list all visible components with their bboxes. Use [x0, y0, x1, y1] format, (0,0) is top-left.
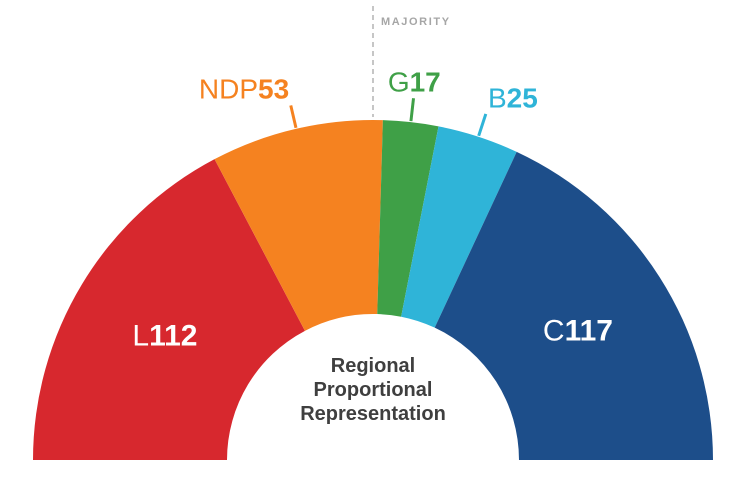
center-label-line1: Regional	[331, 355, 415, 377]
majority-label: MAJORITY	[381, 16, 451, 28]
seat-label-l: L112	[132, 319, 197, 352]
segment-g	[377, 120, 439, 317]
seat-label-c: C117	[543, 314, 613, 347]
segment-ndp	[214, 119, 383, 331]
seat-label-g: G17	[388, 66, 441, 97]
leader-line-ndp	[289, 105, 298, 129]
center-label-line2: Proportional	[314, 379, 433, 401]
segment-l	[33, 159, 305, 461]
segment-b	[401, 126, 517, 328]
leader-line-b	[477, 113, 488, 137]
label-leader-lines	[289, 98, 488, 137]
seat-label-b: B25	[488, 82, 538, 113]
seat-labels: L112 NDP53 G17 B25 C117	[132, 66, 613, 352]
chart-segments	[33, 119, 713, 461]
leader-line-g	[409, 98, 415, 122]
center-label-line3: Representation	[300, 403, 446, 425]
segment-c	[434, 151, 713, 460]
seat-label-ndp: NDP53	[199, 74, 289, 105]
